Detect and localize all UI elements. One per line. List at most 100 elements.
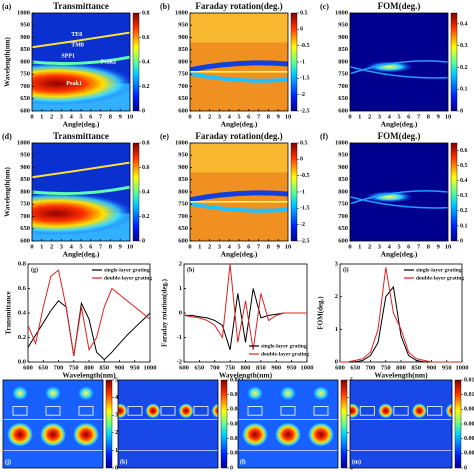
colorbar-tick-label: 0	[115, 465, 118, 471]
x-tick-label: 0	[30, 113, 33, 120]
x-tick-label: 1	[40, 243, 43, 250]
x-tick-label: 800	[241, 364, 251, 371]
map-band	[350, 196, 448, 209]
y-tick-label: 900	[178, 164, 188, 171]
x-tick-label: 3	[218, 243, 222, 250]
map-blob	[245, 384, 265, 403]
y-tick-label: 900	[20, 164, 30, 171]
colorbar	[340, 379, 348, 469]
colorbar-tick-label: 0.006	[230, 421, 244, 427]
y-tick-label: 800	[338, 58, 348, 65]
y-tick-label: 950	[338, 152, 348, 159]
map-blob	[278, 384, 298, 403]
map-band	[190, 190, 288, 203]
panel-label: (k)	[120, 458, 127, 465]
x-tick-label: 8	[267, 113, 271, 120]
y-tick-label: 900	[20, 34, 30, 41]
y-tick-label: 700	[20, 213, 30, 220]
colorbar	[132, 12, 140, 112]
map-blob	[178, 402, 194, 419]
map-blob	[211, 402, 218, 419]
y-tick-label: 750	[178, 71, 188, 78]
x-tick-label: 4	[388, 243, 392, 250]
series-line	[27, 300, 151, 361]
colorbar-tick-label: 0.2	[142, 84, 150, 90]
colorbar-tick-label: -1	[300, 189, 305, 195]
x-tick-label: 10	[127, 243, 134, 250]
x-tick-label: 1	[198, 243, 201, 250]
y-tick-label: 850	[178, 176, 188, 183]
y-tick-label: 800	[20, 188, 30, 195]
panel-label: (i)	[343, 266, 349, 273]
x-tick-label: 10	[445, 113, 452, 120]
x-tick-label: 850	[99, 364, 109, 371]
x-tick-label: 7	[417, 243, 421, 250]
plot-area	[238, 380, 338, 468]
y-tick-label: 0.0	[18, 358, 26, 365]
x-tick-label: 750	[69, 364, 79, 371]
grating	[78, 405, 94, 416]
x-tick-label: 600	[23, 364, 33, 371]
panel-label: (a)	[2, 2, 12, 11]
grating	[12, 405, 28, 416]
x-tick-label: 9	[119, 113, 123, 120]
legend-label: double-layer grating	[104, 275, 152, 281]
y-tick-label: 950	[20, 152, 30, 159]
panel-label: (d)	[2, 132, 12, 141]
x-tick-label: 900	[271, 364, 281, 371]
x-tick-label: 9	[437, 113, 441, 120]
series-line	[183, 263, 307, 350]
x-tick-label: 800	[396, 364, 406, 371]
y-tick-label: 950	[338, 22, 348, 29]
y-tick-label: 850	[338, 46, 348, 53]
map-bg	[190, 13, 288, 43]
colorbar-tick-label: 0.1	[460, 223, 468, 229]
x-tick-label: 8	[427, 113, 431, 120]
colorbar-tick-label: -0.5	[300, 43, 310, 49]
y-tick-label: 900	[338, 34, 348, 41]
colorbar-tick-label: -2.5	[300, 238, 310, 244]
x-tick-label: 10	[285, 113, 292, 120]
map-blob	[445, 402, 452, 419]
x-tick-label: 3	[60, 243, 64, 250]
x-tick-label: 0	[188, 243, 191, 250]
colorbar-tick-label: 1	[115, 448, 118, 454]
x-tick-label: 650	[195, 364, 205, 371]
series-line	[27, 269, 151, 356]
x-tick-label: 3	[60, 113, 64, 120]
y-tick-label: 1000	[335, 9, 348, 16]
colorbar-tick-label: 0.5	[300, 140, 308, 146]
panel-label: (m)	[352, 458, 361, 465]
y-tick-label: 800	[178, 58, 188, 65]
y-tick-label: 2	[179, 260, 182, 267]
map-blob	[72, 421, 100, 448]
colorbar-tick-label: 3	[115, 413, 118, 419]
colorbar-tick-label: 0.002	[230, 451, 244, 457]
x-tick-label: 6	[89, 113, 93, 120]
map-blob	[10, 384, 30, 403]
x-tick-label: 2	[368, 113, 371, 120]
y-tick-label: 750	[338, 201, 348, 208]
panel-label: (b)	[160, 2, 170, 11]
y-tick-label: 600	[338, 237, 348, 244]
y-tick-label: 1000	[335, 139, 348, 146]
x-tick-label: 0	[188, 113, 191, 120]
x-tick-label: 0	[348, 113, 351, 120]
x-axis-label: Angle(deg.)	[63, 120, 100, 129]
colorbar-tick-label: 0.3	[460, 43, 468, 49]
map-blob	[364, 191, 414, 203]
y-tick-label: 1000	[17, 9, 30, 16]
map-bg	[350, 380, 452, 468]
grating	[247, 405, 263, 416]
y-axis-label: Wavelength(nm)	[4, 36, 12, 86]
colorbar-tick-label: 0	[300, 27, 303, 33]
colorbar-tick-label: 0.4	[460, 21, 468, 27]
x-tick-label: 7	[99, 243, 103, 250]
x-tick-label: 1	[40, 113, 43, 120]
colorbar-tick-label: -2	[300, 92, 305, 98]
y-axis-label: Faraday rotation(deg.)	[161, 278, 169, 347]
x-tick-label: 6	[247, 243, 251, 250]
x-tick-label: 8	[109, 243, 113, 250]
y-tick-label: 600	[178, 237, 188, 244]
plot-frame	[117, 379, 219, 469]
